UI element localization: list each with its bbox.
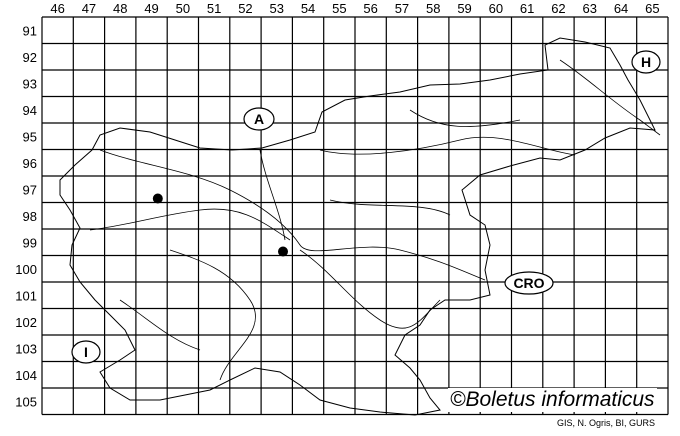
svg-text:CRO: CRO (513, 275, 544, 291)
column-label: 55 (332, 1, 346, 16)
country-label-italy: I (71, 340, 101, 364)
column-label: 57 (395, 1, 409, 16)
svg-text:A: A (254, 111, 264, 127)
column-label: 60 (489, 1, 503, 16)
svg-text:H: H (641, 54, 651, 70)
row-label: 100 (15, 262, 37, 277)
row-label: 93 (23, 76, 37, 91)
occurrence-dot (152, 193, 163, 204)
row-label: 98 (23, 209, 37, 224)
column-label: 62 (551, 1, 565, 16)
column-label: 50 (176, 1, 190, 16)
row-label: 103 (15, 341, 37, 356)
column-labels: 46 47 48 49 50 51 52 53 54 55 56 57 58 59 60 61 62 63 64 65 (50, 1, 659, 16)
row-label: 101 (15, 288, 37, 303)
row-label: 94 (23, 103, 37, 118)
svg-text:I: I (84, 344, 88, 360)
row-label: 104 (15, 368, 37, 383)
row-label: 102 (15, 315, 37, 330)
row-label: 105 (15, 394, 37, 409)
credit-watermark: ©Boletus informaticus (448, 388, 657, 412)
column-label: 65 (645, 1, 659, 16)
country-label-hungary: H (631, 50, 661, 74)
row-label: 97 (23, 182, 37, 197)
column-label: 49 (144, 1, 158, 16)
country-label-austria: A (243, 107, 275, 131)
column-label: 53 (270, 1, 284, 16)
row-label: 99 (23, 235, 37, 250)
data-source: GIS, N. Ogris, BI, GURS (556, 418, 657, 428)
column-label: 51 (207, 1, 221, 16)
column-label: 47 (82, 1, 96, 16)
column-label: 56 (363, 1, 377, 16)
row-labels: 91 92 93 94 95 96 97 98 99 100 101 102 103 104 105 (15, 23, 37, 409)
row-label: 91 (23, 23, 37, 38)
column-label: 64 (614, 1, 628, 16)
row-label: 96 (23, 156, 37, 171)
country-border (59, 37, 656, 416)
rivers (89, 59, 661, 381)
column-label: 46 (50, 1, 64, 16)
column-label: 59 (457, 1, 471, 16)
column-label: 63 (583, 1, 597, 16)
column-label: 52 (238, 1, 252, 16)
country-label-croatia: CRO (504, 271, 554, 295)
column-label: 54 (301, 1, 315, 16)
occurrence-dot (278, 246, 289, 257)
grid (41, 16, 669, 416)
row-label: 92 (23, 50, 37, 65)
column-label: 48 (113, 1, 127, 16)
column-label: 58 (426, 1, 440, 16)
row-label: 95 (23, 129, 37, 144)
column-label: 61 (520, 1, 534, 16)
